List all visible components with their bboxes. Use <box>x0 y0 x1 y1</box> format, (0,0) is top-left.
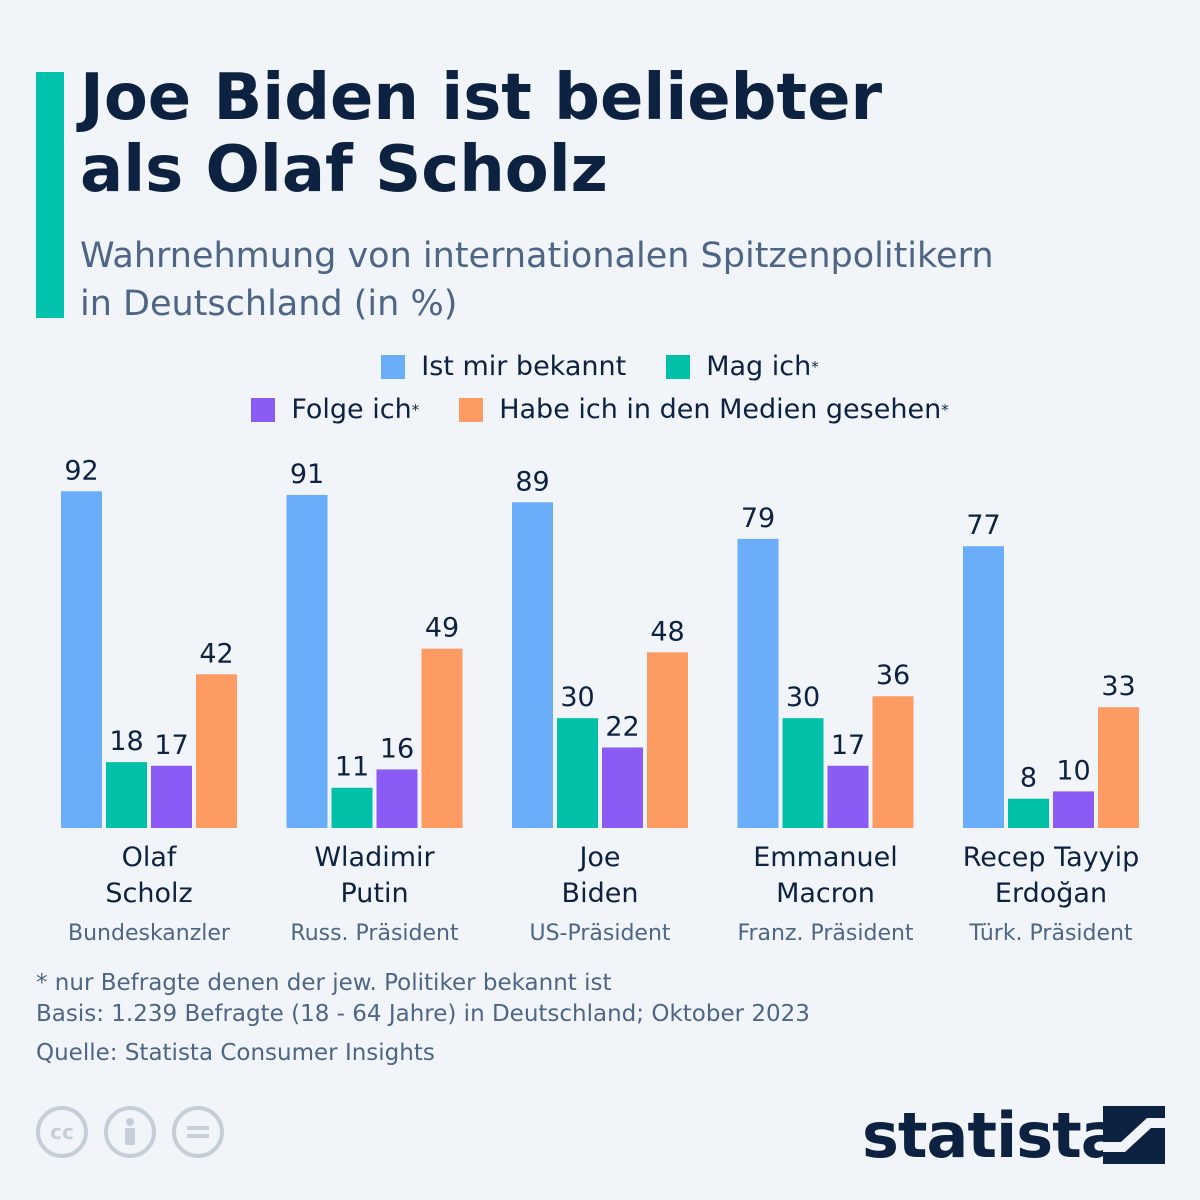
legend-label: Ist mir bekannt <box>421 351 627 382</box>
legend-label: Habe ich in den Medien gesehen <box>499 394 942 425</box>
data-label: 92 <box>64 455 98 486</box>
footnote-basis: Basis: 1.239 Befragte (18 - 64 Jahre) in… <box>36 1001 810 1027</box>
data-label: 48 <box>650 616 684 647</box>
bar <box>647 652 688 828</box>
category-label: Erdoğan <box>995 878 1107 909</box>
legend-swatch <box>381 354 406 379</box>
bar <box>1053 791 1094 828</box>
bar <box>557 718 598 828</box>
legend-label: Mag ich <box>706 351 812 382</box>
legend-asterisk: * <box>811 357 819 376</box>
legend-asterisk: * <box>941 400 949 419</box>
legend-item-folge: Folge ich * <box>251 394 419 425</box>
data-label: 79 <box>741 503 775 534</box>
footnote-note: * nur Befragte denen der jew. Politiker … <box>36 970 612 996</box>
data-label: 18 <box>109 726 143 757</box>
category-role-label: Türk. Präsident <box>968 921 1133 946</box>
category-role-label: Franz. Präsident <box>737 921 913 946</box>
data-label: 16 <box>380 733 414 764</box>
title-line-1: Joe Biden ist beliebter <box>80 61 883 135</box>
bar <box>286 494 328 828</box>
category-label: Joe <box>577 842 620 873</box>
legend-row-2: Folge ich * Habe ich in den Medien geseh… <box>0 394 1200 425</box>
bar <box>602 747 643 828</box>
data-label: 33 <box>1101 671 1135 702</box>
legend-label: Folge ich <box>291 394 412 425</box>
cc-icon[interactable]: cc <box>36 1106 88 1158</box>
data-label: 11 <box>335 752 369 783</box>
data-label: 17 <box>154 730 188 761</box>
bar <box>737 538 779 828</box>
bar <box>151 765 192 828</box>
bar <box>106 762 147 828</box>
category-label: Biden <box>562 878 639 909</box>
page-title: Joe Biden ist beliebter als Olaf Scholz <box>80 62 1160 206</box>
equals-icon <box>187 1126 209 1138</box>
data-label: 22 <box>605 711 639 742</box>
license-icons: cc <box>36 1106 224 1158</box>
statista-logo-icon <box>1103 1106 1165 1164</box>
data-label: 89 <box>515 466 549 497</box>
legend-asterisk: * <box>411 400 420 419</box>
bar <box>421 648 463 828</box>
data-label: 8 <box>1020 763 1037 794</box>
legend-swatch <box>251 397 276 422</box>
bar <box>331 787 373 828</box>
title-accent-bar <box>36 72 64 318</box>
data-label: 77 <box>966 510 1000 541</box>
bar-chart: 92 18 17 42 Olaf Scholz Bundeskanzler 91 11 16 49 W… <box>61 455 1140 946</box>
bar <box>963 546 1004 828</box>
bar <box>1098 707 1139 828</box>
category-label: Wladimir <box>314 842 435 873</box>
data-label: 30 <box>560 682 594 713</box>
legend-row-1: Ist mir bekannt Mag ich * <box>0 351 1200 382</box>
category-role-label: Russ. Präsident <box>290 921 459 946</box>
category-label: Putin <box>340 878 408 909</box>
data-label: 36 <box>876 660 910 691</box>
data-label: 91 <box>290 459 324 490</box>
category-label: Scholz <box>105 878 192 909</box>
category-role-label: US-Präsident <box>529 921 670 946</box>
nd-icon[interactable] <box>172 1106 224 1158</box>
data-label: 49 <box>425 613 459 644</box>
bar <box>61 491 102 828</box>
legend-item-bekannt: Ist mir bekannt <box>381 351 626 382</box>
bar <box>1008 798 1049 828</box>
statista-logo-text[interactable]: statista <box>862 1099 1123 1172</box>
bar <box>376 769 418 828</box>
bar <box>782 718 824 828</box>
by-icon[interactable] <box>104 1106 156 1158</box>
person-icon <box>125 1118 135 1145</box>
data-label: 42 <box>199 638 233 669</box>
category-label: Olaf <box>122 842 178 873</box>
data-label: 17 <box>831 730 865 761</box>
data-label: 10 <box>1056 755 1090 786</box>
legend-swatch <box>666 354 691 379</box>
subtitle-line-2: in Deutschland (in %) <box>80 284 458 324</box>
bar <box>512 502 553 828</box>
category-label: Recep Tayyip <box>963 842 1140 873</box>
legend-swatch <box>459 397 484 422</box>
category-label: Emmanuel <box>753 842 898 873</box>
title-line-2: als Olaf Scholz <box>80 133 608 207</box>
legend-item-medien: Habe ich in den Medien gesehen * <box>459 394 949 425</box>
category-role-label: Bundeskanzler <box>68 921 231 946</box>
footnote-source: Quelle: Statista Consumer Insights <box>36 1040 435 1066</box>
bar <box>872 696 914 828</box>
bar <box>827 765 869 828</box>
legend-item-mag: Mag ich * <box>666 351 819 382</box>
page-subtitle: Wahrnehmung von internationalen Spitzenp… <box>80 232 1160 328</box>
subtitle-line-1: Wahrnehmung von internationalen Spitzenp… <box>80 236 994 276</box>
bar <box>196 674 237 828</box>
category-label: Macron <box>776 878 875 909</box>
data-label: 30 <box>786 682 820 713</box>
